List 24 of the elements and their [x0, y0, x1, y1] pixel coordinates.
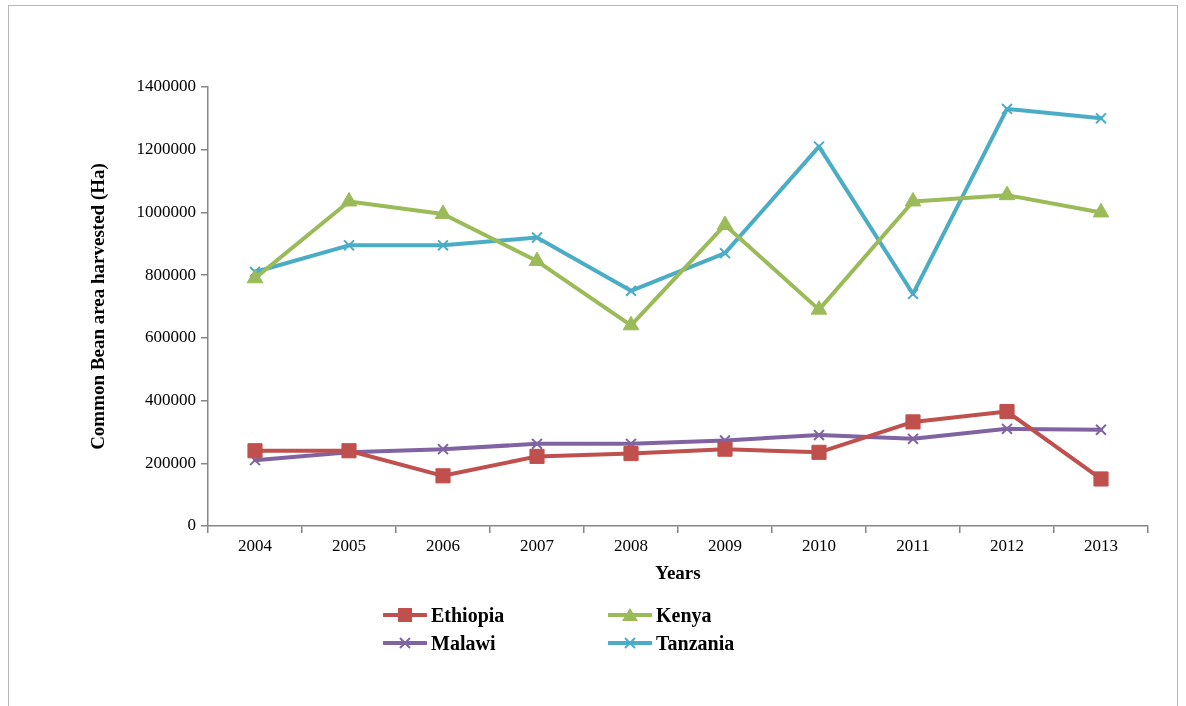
legend-label: Malawi — [431, 631, 496, 655]
y-tick-label: 400000 — [145, 390, 196, 410]
y-tick-label: 0 — [187, 515, 196, 535]
y-tick-label: 1000000 — [136, 201, 196, 221]
x-tick-label: 2005 — [332, 535, 366, 555]
y-tick-label: 1400000 — [136, 76, 196, 96]
x-tick-label: 2008 — [614, 535, 648, 555]
y-tick-label: 1200000 — [136, 139, 196, 159]
legend-label: Tanzania — [656, 631, 735, 655]
y-tick-label: 200000 — [145, 452, 196, 472]
y-tick-label: 800000 — [145, 264, 196, 284]
x-tick-label: 2004 — [238, 535, 273, 555]
y-tick-label: 600000 — [145, 327, 196, 347]
y-axis-title: Common Bean area harvested (Ha) — [87, 163, 110, 450]
x-tick-label: 2013 — [1084, 535, 1118, 555]
x-tick-label: 2010 — [802, 535, 836, 555]
x-tick-label: 2012 — [990, 535, 1024, 555]
x-tick-label: 2009 — [708, 535, 742, 555]
x-tick-label: 2007 — [520, 535, 555, 555]
legend-label: Ethiopia — [431, 603, 505, 627]
legend-label: Kenya — [656, 603, 712, 627]
x-tick-label: 2011 — [896, 535, 930, 555]
x-axis-title: Years — [655, 561, 701, 583]
x-tick-label: 2006 — [426, 535, 460, 555]
